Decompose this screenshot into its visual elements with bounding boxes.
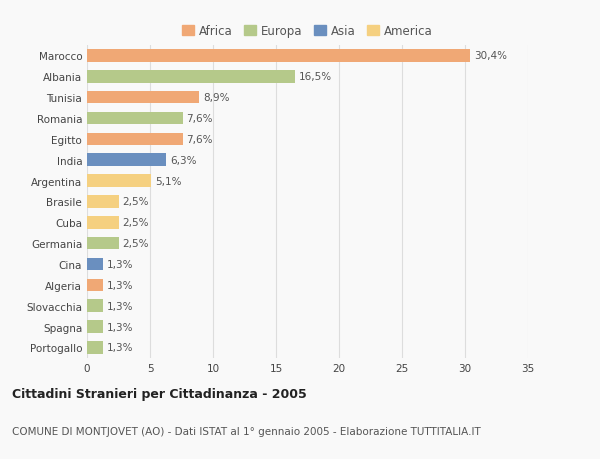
Text: 1,3%: 1,3% xyxy=(107,259,134,269)
Text: 7,6%: 7,6% xyxy=(187,134,213,145)
Bar xyxy=(87,154,166,167)
Bar xyxy=(87,237,119,250)
Text: 16,5%: 16,5% xyxy=(299,72,332,82)
Text: 1,3%: 1,3% xyxy=(107,342,134,353)
Bar xyxy=(87,258,103,271)
Bar xyxy=(87,320,103,333)
Bar xyxy=(87,112,183,125)
Text: 8,9%: 8,9% xyxy=(203,93,229,103)
Bar xyxy=(87,133,183,146)
Bar xyxy=(87,175,151,187)
Bar xyxy=(87,341,103,354)
Text: 7,6%: 7,6% xyxy=(187,114,213,124)
Text: 2,5%: 2,5% xyxy=(122,197,149,207)
Text: 1,3%: 1,3% xyxy=(107,322,134,332)
Bar xyxy=(87,92,199,104)
Text: Cittadini Stranieri per Cittadinanza - 2005: Cittadini Stranieri per Cittadinanza - 2… xyxy=(12,387,307,400)
Text: 2,5%: 2,5% xyxy=(122,239,149,249)
Text: 6,3%: 6,3% xyxy=(170,155,197,165)
Text: COMUNE DI MONTJOVET (AO) - Dati ISTAT al 1° gennaio 2005 - Elaborazione TUTTITAL: COMUNE DI MONTJOVET (AO) - Dati ISTAT al… xyxy=(12,426,481,436)
Bar xyxy=(87,71,295,84)
Text: 2,5%: 2,5% xyxy=(122,218,149,228)
Text: 30,4%: 30,4% xyxy=(474,51,507,62)
Bar xyxy=(87,217,119,229)
Legend: Africa, Europa, Asia, America: Africa, Europa, Asia, America xyxy=(178,21,437,43)
Bar xyxy=(87,50,470,62)
Bar xyxy=(87,196,119,208)
Text: 1,3%: 1,3% xyxy=(107,280,134,290)
Text: 5,1%: 5,1% xyxy=(155,176,182,186)
Bar xyxy=(87,279,103,291)
Bar xyxy=(87,300,103,312)
Text: 1,3%: 1,3% xyxy=(107,301,134,311)
